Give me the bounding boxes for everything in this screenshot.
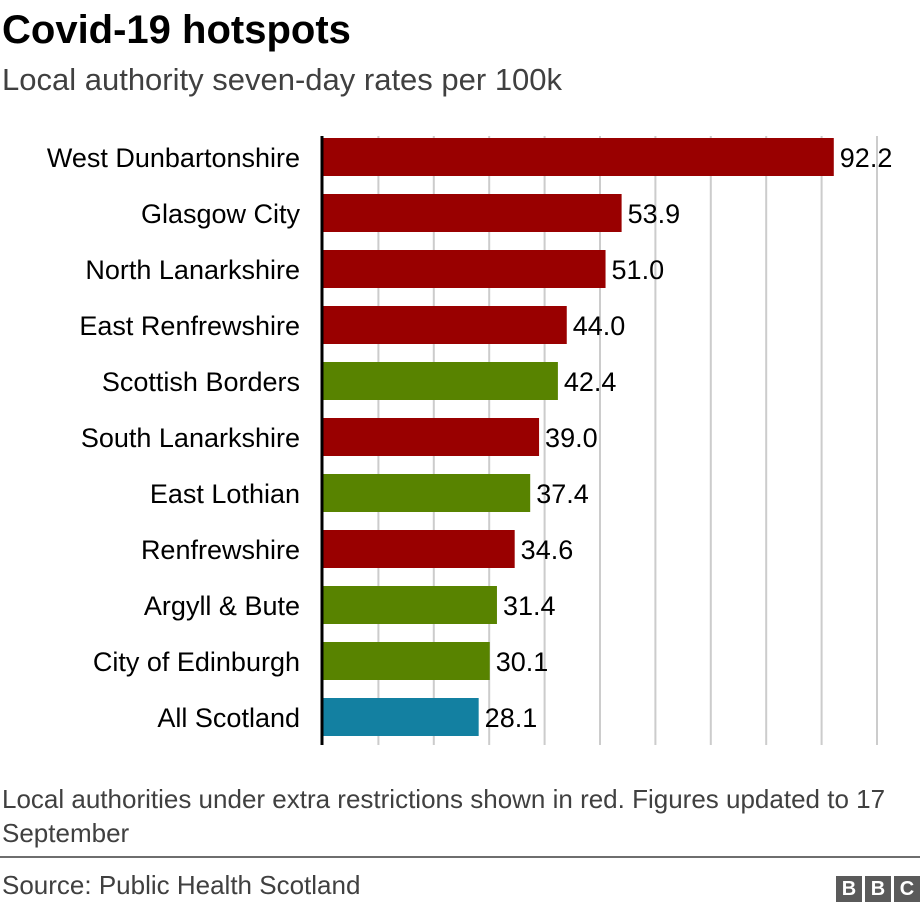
category-label: East Lothian [150,479,300,509]
value-label: 44.0 [573,311,626,341]
chart-subtitle: Local authority seven-day rates per 100k [2,62,563,97]
value-label: 30.1 [496,647,549,677]
category-label: Scottish Borders [102,367,300,397]
value-labels: 92.2 53.9 51.0 44.0 42.4 39.0 37.4 34.6 31.4 30.1… [485,143,893,733]
value-label: 34.6 [521,535,574,565]
value-label: 37.4 [536,479,589,509]
value-label: 39.0 [545,423,598,453]
category-label: City of Edinburgh [93,647,300,677]
value-label: 28.1 [485,703,538,733]
bbc-logo-letter: B [865,876,891,902]
bar [323,530,515,568]
category-label: Glasgow City [141,199,301,229]
bar [323,194,622,232]
category-label: West Dunbartonshire [47,143,300,173]
bar [323,642,490,680]
bar [323,586,497,624]
bbc-logo: B B C [836,876,920,902]
chart-note: Local authorities under extra restrictio… [2,784,886,848]
bar [323,306,567,344]
category-label: Argyll & Bute [144,591,300,621]
bbc-logo-letter: C [894,876,920,902]
value-label: 51.0 [612,255,665,285]
source-text: Source: Public Health Scotland [2,870,361,900]
bar [323,362,558,400]
category-label: All Scotland [157,703,300,733]
bbc-logo-letter: B [836,876,862,902]
value-label: 92.2 [840,143,893,173]
value-label: 31.4 [503,591,556,621]
bar [323,250,606,288]
bars [323,138,834,736]
category-label: North Lanarkshire [85,255,300,285]
bar [323,138,834,176]
bar [323,418,540,456]
gridlines [377,136,878,745]
chart-title: Covid-19 hotspots [2,8,351,52]
footer-divider [0,856,920,858]
category-label: South Lanarkshire [81,423,300,453]
category-labels: West Dunbartonshire Glasgow City North Lan… [47,143,301,733]
value-label: 42.4 [564,367,617,397]
bar-chart: West Dunbartonshire Glasgow City North Lan… [47,136,893,745]
bar [323,474,531,512]
category-label: Renfrewshire [141,535,300,565]
value-label: 53.9 [628,199,681,229]
bar [323,698,479,736]
category-label: East Renfrewshire [79,311,300,341]
